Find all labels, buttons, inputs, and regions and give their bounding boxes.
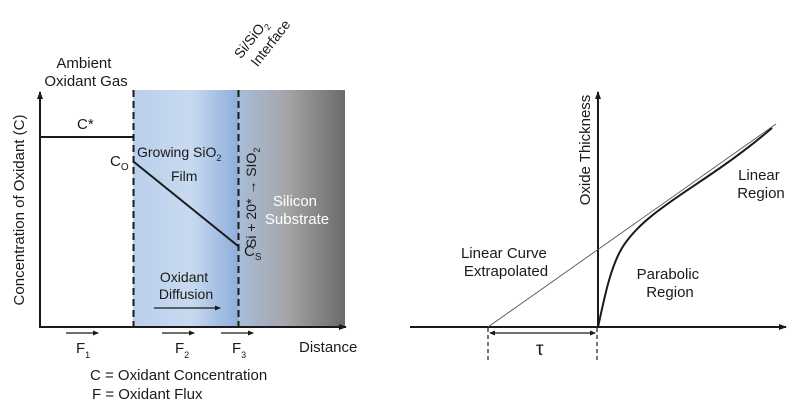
legend: C = Oxidant Concentration F = Oxidant Fl… <box>90 367 271 403</box>
flux-label-1: F1 <box>76 340 90 360</box>
tau-label: τ <box>536 339 544 360</box>
interface-label: Si/SiO2 Interface <box>231 16 294 69</box>
extrapolated-label: Linear Curve Extrapolated <box>461 245 551 280</box>
concentration-gradient <box>133 161 239 247</box>
diffusion-label: Oxidant Diffusion <box>159 269 213 302</box>
substrate-label: Silicon Substrate <box>265 193 329 228</box>
y-axis-label: Concentration of Oxidant (C) <box>11 115 28 306</box>
c-s-label: CS <box>244 243 262 263</box>
right-diagram: τ Oxide Thickness Linear Curve Extrapola… <box>410 91 787 362</box>
c-star-label: C* <box>77 116 94 133</box>
silicon-substrate-region <box>238 90 345 327</box>
flux-label-3: F3 <box>232 340 246 360</box>
linear-region-label: Linear Region <box>737 167 785 202</box>
ambient-label: Ambient Oxidant Gas <box>44 55 127 90</box>
growth-curve <box>597 127 773 328</box>
oxide-thickness-label: Oxide Thickness <box>577 95 594 206</box>
parabolic-region-label: Parabolic Region <box>637 266 704 301</box>
extrapolated-linear-line <box>487 123 777 328</box>
flux-label-2: F2 <box>175 340 189 360</box>
left-diagram: Ambient Oxidant Gas Si/SiO2 Interface Co… <box>11 16 357 403</box>
x-axis-label: Distance <box>299 339 357 356</box>
oxide-film-region <box>133 90 238 327</box>
film-label: Growing SiO2 <box>137 144 221 163</box>
film-label-line2: Film <box>171 168 197 184</box>
c-o-label: CO <box>110 153 129 173</box>
reaction-label: Si + 20* → SIO2 <box>243 148 262 248</box>
